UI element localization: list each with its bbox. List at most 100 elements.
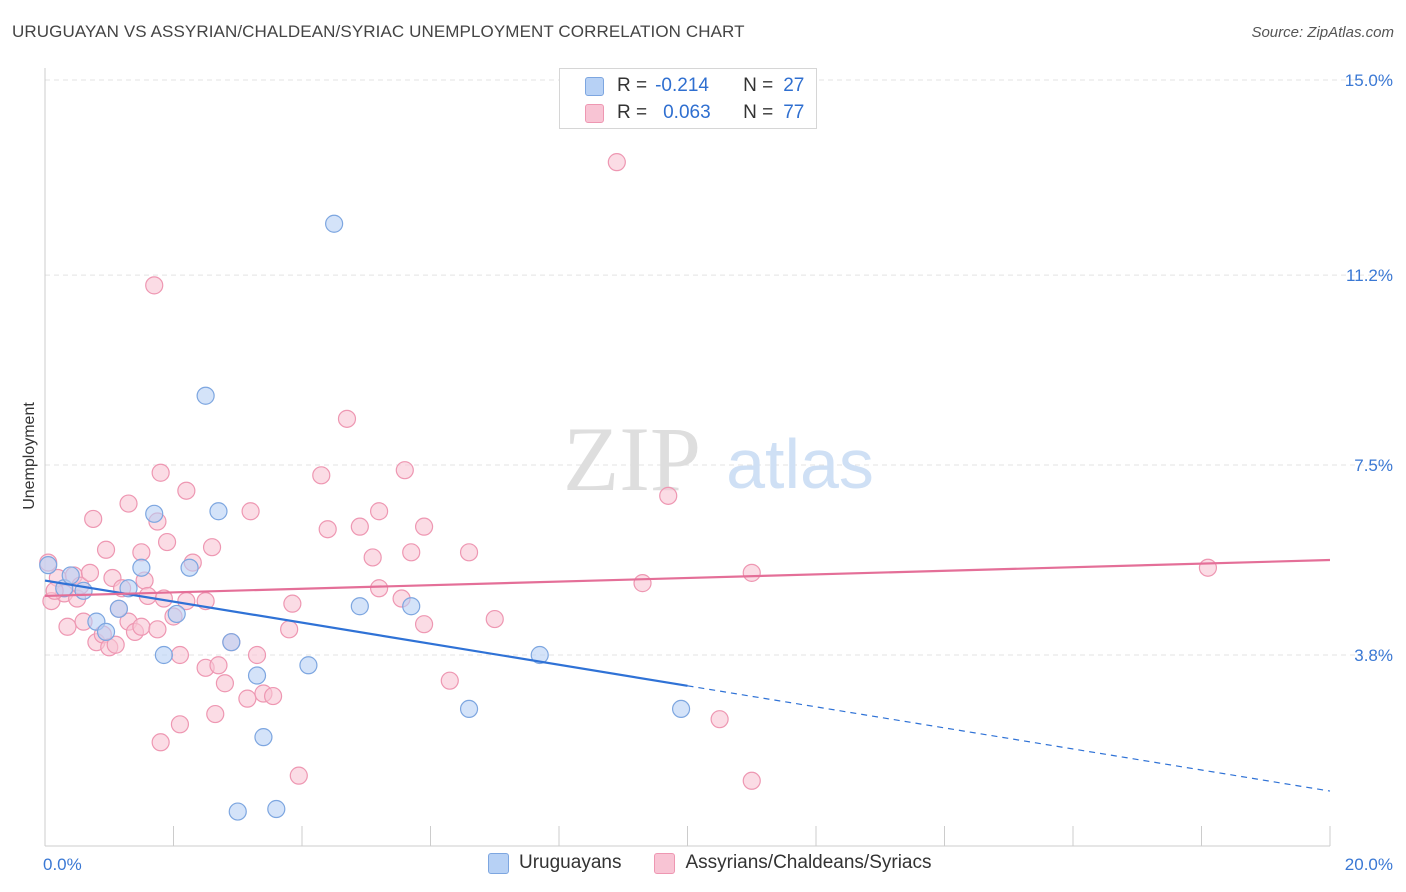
assyrians-point-42 xyxy=(209,656,228,675)
assyrians-point-29 xyxy=(151,733,170,752)
series-legend: Uruguayans Assyrians/Chaldeans/Syriacs xyxy=(488,852,965,874)
assyrians-point-61 xyxy=(395,461,414,480)
series-uruguayans-points xyxy=(39,214,691,821)
legend-swatch-pink xyxy=(585,103,604,123)
assyrians-point-68 xyxy=(607,153,626,172)
uruguayans-point-22 xyxy=(350,597,369,616)
legend-item-uruguayans: Uruguayans xyxy=(488,852,621,874)
n-value: 77 xyxy=(783,102,805,123)
legend-row-assyrians: R = 0.063 N = 77 xyxy=(585,102,804,124)
uruguayans-point-25 xyxy=(530,645,549,665)
assyrians-point-43 xyxy=(215,674,234,693)
uruguayans-point-8 xyxy=(132,558,151,577)
legend-item-assyrians: Assyrians/Chaldeans/Syriacs xyxy=(654,852,932,874)
assyrians-point-62 xyxy=(402,543,421,562)
watermark-zip: ZIP xyxy=(563,408,701,510)
watermark-atlas: atlas xyxy=(726,425,874,503)
uruguayans-point-12 xyxy=(180,558,199,577)
assyrians-point-16 xyxy=(106,635,125,654)
legend-swatch-blue xyxy=(585,76,604,96)
chart-title: URUGUAYAN VS ASSYRIAN/CHALDEAN/SYRIAC UN… xyxy=(12,22,745,41)
assyrians-point-58 xyxy=(370,579,389,598)
legend-swatch-pink xyxy=(654,852,676,874)
assyrians-point-27 xyxy=(148,620,167,639)
assyrians-point-57 xyxy=(363,548,382,567)
uruguayans-trend-line xyxy=(44,579,688,687)
trend-lines xyxy=(44,558,1331,792)
assyrians-point-33 xyxy=(170,715,190,734)
legend-row-uruguayans: R = -0.214 N = 27 xyxy=(585,75,804,97)
axes-layer xyxy=(44,68,1331,847)
uruguayans-point-9 xyxy=(145,504,164,523)
legend-label-uruguayans: Uruguayans xyxy=(519,852,622,873)
uruguayans-point-10 xyxy=(154,645,173,665)
assyrians-point-13 xyxy=(96,540,116,559)
assyrians-point-49 xyxy=(263,686,283,706)
uruguayans-point-11 xyxy=(167,604,186,624)
assyrians-point-54 xyxy=(318,520,337,539)
assyrians-point-20 xyxy=(119,494,138,513)
assyrians-point-72 xyxy=(742,771,761,790)
watermark: ZIP atlas xyxy=(563,408,874,510)
assyrians-point-31 xyxy=(157,532,177,552)
x-tick-label-0: 0.0% xyxy=(43,855,82,874)
assyrians-point-53 xyxy=(312,466,331,485)
assyrians-point-59 xyxy=(370,502,389,521)
assyrians-trend-line xyxy=(44,558,1331,598)
r-value: 0.063 xyxy=(663,102,711,123)
uruguayans-point-14 xyxy=(209,502,228,521)
n-value: 27 xyxy=(783,75,805,96)
x-tick-label-1: 20.0% xyxy=(1345,855,1393,874)
assyrians-point-73 xyxy=(742,563,761,582)
assyrians-point-55 xyxy=(337,409,357,428)
y-tick-label-1: 7.5% xyxy=(1354,456,1393,475)
assyrians-point-30 xyxy=(151,463,170,482)
uruguayans-point-0 xyxy=(39,556,58,575)
uruguayans-point-17 xyxy=(247,666,267,685)
assyrians-point-56 xyxy=(350,517,369,536)
assyrians-point-45 xyxy=(238,689,257,708)
r-label: R = xyxy=(617,102,648,123)
grid-layer xyxy=(45,79,1393,656)
correlation-legend: R = -0.214 N = 27 R = 0.063 N = 77 xyxy=(559,68,817,129)
assyrians-point-4 xyxy=(58,617,77,636)
assyrians-point-50 xyxy=(280,620,299,639)
uruguayans-trend-extension xyxy=(687,685,1331,792)
assyrians-point-36 xyxy=(177,481,196,500)
uruguayans-point-19 xyxy=(267,799,286,819)
assyrians-point-74 xyxy=(1198,558,1218,577)
uruguayans-point-5 xyxy=(96,622,116,641)
assyrians-point-46 xyxy=(241,502,260,521)
uruguayans-point-16 xyxy=(228,802,247,821)
legend-label-assyrians: Assyrians/Chaldeans/Syriacs xyxy=(685,852,932,873)
assyrians-point-34 xyxy=(170,645,190,665)
uruguayans-point-21 xyxy=(325,214,344,233)
assyrians-point-69 xyxy=(633,574,652,593)
assyrians-point-23 xyxy=(132,543,151,562)
uruguayans-point-20 xyxy=(299,656,318,675)
uruguayans-point-26 xyxy=(671,699,691,719)
uruguayans-point-15 xyxy=(222,633,241,652)
r-label: R = xyxy=(617,75,648,96)
legend-swatch-blue xyxy=(488,852,509,874)
uruguayans-point-2 xyxy=(61,566,80,585)
assyrians-point-65 xyxy=(440,671,459,690)
uruguayans-point-18 xyxy=(254,728,273,747)
assyrians-point-71 xyxy=(710,710,729,729)
assyrians-point-41 xyxy=(206,704,225,724)
n-label: N = xyxy=(743,102,774,123)
assyrians-point-10 xyxy=(84,509,103,529)
assyrians-point-51 xyxy=(283,594,302,613)
uruguayans-point-6 xyxy=(109,599,128,618)
source-label: Source: ZipAtlas.com xyxy=(1251,24,1394,41)
assyrians-point-40 xyxy=(202,538,222,557)
tick-labels: 3.8% 7.5% 11.2% 15.0% 0.0% 20.0% xyxy=(43,71,1393,874)
assyrians-point-63 xyxy=(414,615,434,634)
y-axis-label: Unemployment xyxy=(21,402,38,510)
assyrians-point-52 xyxy=(289,766,308,785)
uruguayans-point-24 xyxy=(459,699,479,719)
y-tick-label-3: 15.0% xyxy=(1345,71,1393,90)
y-tick-label-2: 11.2% xyxy=(1346,266,1393,285)
r-value: -0.214 xyxy=(655,75,709,96)
